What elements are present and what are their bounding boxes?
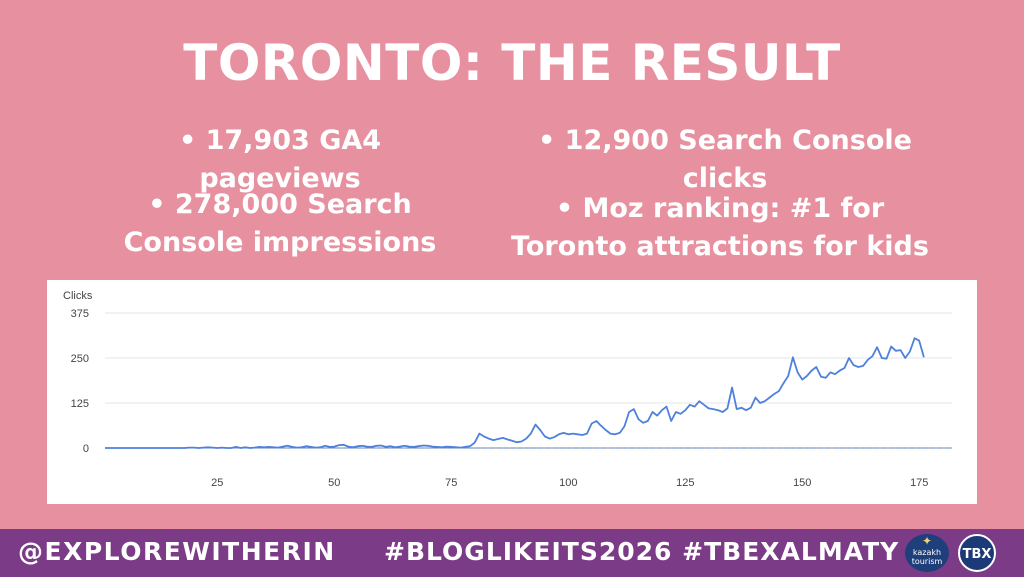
x-tick-label: 125	[676, 477, 694, 489]
bullet-clicks: • 12,900 Search Console clicks	[538, 125, 912, 194]
clicks-chart: Clicks 0 125 250 375 25 50 75 100 125 150 175	[47, 280, 977, 504]
footer-bar: @EXPLOREWITHERIN #BLOGLIKEITS2026 #TBEXA…	[0, 529, 1024, 577]
x-tick-label: 75	[445, 477, 457, 489]
kazakh-tourism-logo-text: kazakh tourism	[911, 548, 943, 566]
x-tick-label: 150	[793, 477, 811, 489]
x-tick-label: 25	[211, 477, 223, 489]
clicks-line-chart: Clicks 0 125 250 375 25 50 75 100 125 150 175	[63, 290, 952, 489]
x-tick-label: 50	[328, 477, 340, 489]
kazakh-tourism-logo: ✦ kazakh tourism	[905, 534, 949, 572]
social-handle: @EXPLOREWITHERIN	[18, 537, 336, 566]
slide-title: TORONTO: THE RESULT	[183, 34, 841, 92]
star-icon: ✦	[921, 534, 933, 548]
x-tick-label: 100	[559, 477, 577, 489]
x-tick-label: 175	[910, 477, 928, 489]
y-tick-label: 0	[83, 443, 89, 455]
y-tick-label: 125	[71, 398, 89, 410]
bullet-moz-ranking: • Moz ranking: #1 for Toronto attraction…	[511, 193, 929, 262]
y-axis-label: Clicks	[63, 290, 93, 302]
hashtags: #BLOGLIKEITS2026 #TBEXALMATY	[384, 537, 900, 566]
bullet-impressions: • 278,000 Search Console impressions	[123, 189, 437, 258]
clicks-series-line	[105, 337, 925, 449]
bullet-pageviews: • 17,903 GA4 pageviews	[178, 125, 382, 194]
tbx-logo: TBX	[958, 534, 996, 572]
y-tick-label: 250	[71, 353, 89, 365]
y-tick-label: 375	[71, 308, 89, 320]
